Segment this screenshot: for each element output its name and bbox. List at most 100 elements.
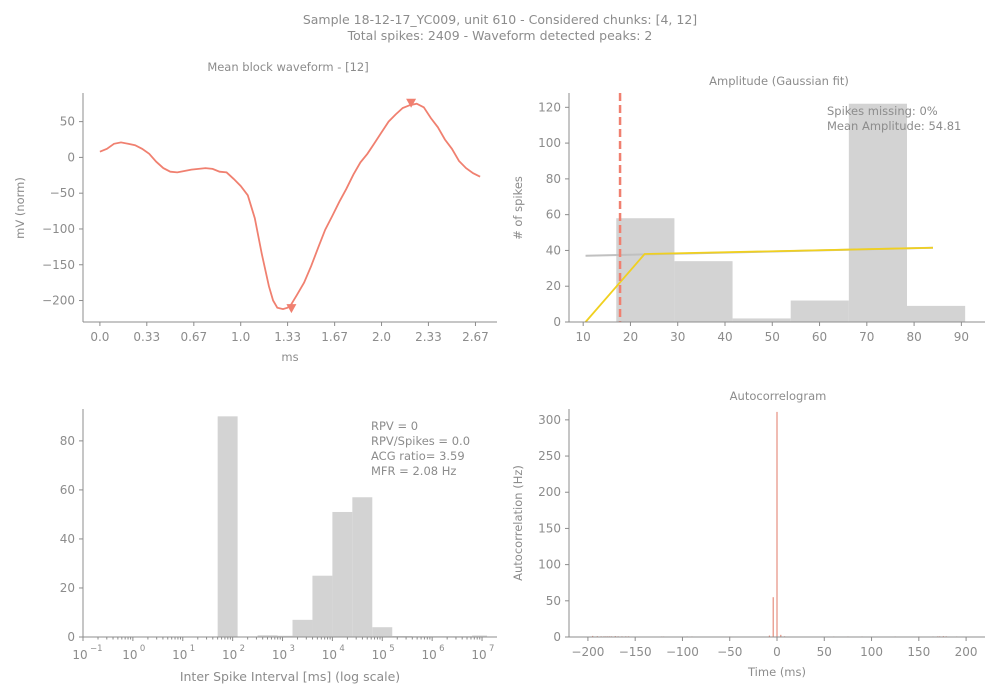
y-tick-label: 150 — [538, 521, 561, 535]
x-tick-exponent: 7 — [489, 644, 494, 654]
acg-bar — [768, 635, 771, 637]
x-tick-label: 2.67 — [462, 330, 489, 344]
y-tick-label: −100 — [42, 222, 75, 236]
y-tick-label: 0 — [553, 315, 561, 329]
amplitude-stats-text: Spikes missing: 0% — [827, 104, 938, 118]
x-tick-label: 50 — [765, 330, 780, 344]
acg-bar — [780, 634, 782, 637]
x-tick-label: 90 — [954, 330, 969, 344]
amplitude-panel: 10 20 30 40 50 60 70 80 90 0 20 40 60 80 100 120 Amplitu… — [511, 74, 985, 344]
y-tick-label: 0 — [67, 630, 75, 644]
x-tick-exponent: 3 — [290, 644, 295, 654]
isi-x-label: Inter Spike Interval [ms] (log scale) — [180, 669, 400, 684]
x-tick-exponent: 4 — [339, 644, 344, 654]
x-tick-label: 150 — [907, 645, 930, 659]
y-tick-label: 20 — [546, 279, 561, 293]
isi-bar — [352, 497, 373, 637]
figure-title-line-1: Sample 18-12-17_YC009, unit 610 - Consid… — [302, 12, 698, 27]
amplitude-bar — [907, 305, 966, 322]
x-tick-label: 1.33 — [274, 330, 301, 344]
amplitude-stats-text: Mean Amplitude: 54.81 — [827, 119, 961, 133]
amplitude-bar — [674, 261, 733, 322]
x-tick-label: 50 — [817, 645, 832, 659]
peak-marker — [286, 304, 297, 314]
x-tick-label: 0.0 — [90, 330, 109, 344]
x-tick-label: −150 — [619, 645, 652, 659]
x-tick-label: 10 — [372, 648, 387, 662]
acg-y-label: Autocorrelation (Hz) — [511, 465, 525, 581]
isi-bar — [472, 635, 488, 637]
waveform-line — [99, 102, 481, 311]
x-tick-exponent: 5 — [389, 644, 394, 654]
isi-bar — [257, 635, 278, 637]
x-tick-label: 10 — [322, 648, 337, 662]
cut-gaussian-line — [584, 246, 934, 323]
x-tick-label: 10 — [471, 648, 486, 662]
amplitude-title: Amplitude (Gaussian fit) — [709, 74, 849, 88]
y-tick-label: 300 — [538, 413, 561, 427]
waveform-panel: 0.0 0.33 0.67 1.0 1.33 1.67 2.0 2.33 2.67 50 0 −50 −… — [13, 60, 497, 364]
x-tick-exponent: 6 — [439, 644, 444, 654]
isi-panel: 10 −1 10 0 10 1 10 2 10 3 10 4 10 5 10 6 10 7020406080Int… — [60, 409, 497, 684]
y-tick-label: 40 — [60, 532, 75, 546]
y-tick-label: 100 — [538, 558, 561, 572]
x-tick-label: 10 — [222, 648, 237, 662]
x-tick-label: 10 — [272, 648, 287, 662]
x-tick-label: 80 — [906, 330, 921, 344]
x-tick-exponent: 1 — [190, 644, 195, 654]
y-tick-label: 80 — [60, 434, 75, 448]
x-tick-label: 10 — [122, 648, 137, 662]
acg-panel: −200 −150 −100 −50 0 50 100 150 200 0 50 100 150 200 2… — [511, 389, 985, 679]
x-tick-exponent: 2 — [240, 644, 245, 654]
x-tick-label: 0 — [773, 645, 781, 659]
amplitude-bar — [790, 300, 849, 322]
y-tick-label: −50 — [50, 186, 75, 200]
acg-bar — [772, 597, 774, 637]
x-tick-exponent: −1 — [90, 644, 103, 654]
amplitude-bar — [848, 103, 907, 322]
y-tick-label: 50 — [546, 594, 561, 608]
waveform-x-label: ms — [281, 350, 298, 364]
y-tick-label: 60 — [60, 483, 75, 497]
x-tick-label: 200 — [955, 645, 978, 659]
x-tick-label: −50 — [717, 645, 742, 659]
y-tick-label: −200 — [42, 294, 75, 308]
isi-stats-text: MFR = 2.08 Hz — [371, 464, 456, 478]
x-tick-label: 100 — [860, 645, 883, 659]
x-tick-label: 10 — [172, 648, 187, 662]
x-tick-label: 10 — [422, 648, 437, 662]
x-tick-label: 70 — [859, 330, 874, 344]
y-tick-label: 100 — [538, 136, 561, 150]
x-tick-label: 2.33 — [415, 330, 442, 344]
isi-bar — [277, 635, 293, 637]
x-tick-label: −100 — [666, 645, 699, 659]
x-tick-label: 30 — [670, 330, 685, 344]
amplitude-bar — [732, 318, 791, 322]
y-tick-label: 60 — [546, 208, 561, 222]
isi-stats-text: RPV/Spikes = 0.0 — [371, 434, 470, 448]
x-tick-label: 1.67 — [321, 330, 348, 344]
x-tick-label: 10 — [72, 648, 87, 662]
isi-bar — [292, 619, 313, 637]
acg-bar — [592, 635, 594, 637]
y-tick-label: 250 — [538, 449, 561, 463]
y-tick-label: 0 — [67, 150, 75, 164]
peak-marker — [406, 98, 417, 108]
amplitude-bar — [616, 218, 675, 322]
x-tick-label: 20 — [623, 330, 638, 344]
waveform-y-label: mV (norm) — [13, 177, 27, 239]
x-tick-label: 40 — [717, 330, 732, 344]
x-tick-label: 1.0 — [231, 330, 250, 344]
x-tick-label: 2.0 — [372, 330, 391, 344]
y-tick-label: 0 — [553, 630, 561, 644]
x-tick-label: 60 — [812, 330, 827, 344]
x-tick-label: 0.33 — [133, 330, 160, 344]
y-tick-label: 80 — [546, 172, 561, 186]
figure-title-line-2: Total spikes: 2409 - Waveform detected p… — [347, 28, 653, 43]
acg-title: Autocorrelogram — [730, 389, 827, 403]
y-tick-label: 20 — [60, 581, 75, 595]
waveform-title: Mean block waveform - [12] — [207, 60, 368, 74]
y-tick-label: 120 — [538, 100, 561, 114]
x-tick-label: 10 — [576, 330, 591, 344]
